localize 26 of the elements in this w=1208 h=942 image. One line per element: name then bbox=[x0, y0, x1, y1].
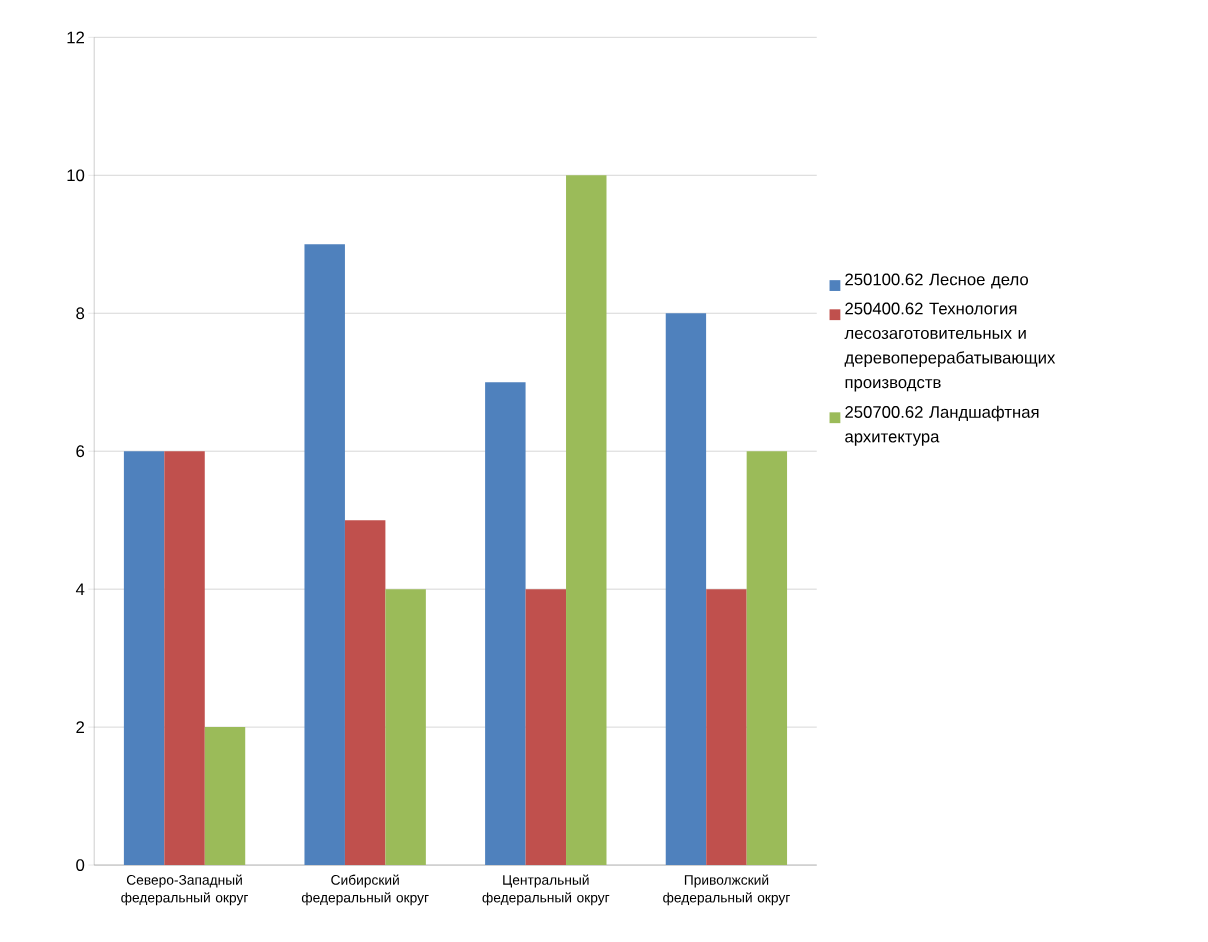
y-tick-label: 2 bbox=[76, 721, 84, 734]
y-tick-label: 8 bbox=[76, 307, 85, 320]
legend-label: 250400.62 Технология лесозаготовительных и деревоперерабатывающих производств bbox=[844, 302, 1056, 392]
bar bbox=[706, 589, 747, 866]
bar bbox=[344, 520, 386, 866]
x-tick-label: Северо-Западный федеральный округ bbox=[121, 874, 248, 906]
legend-label: 250700.62 Ландшафтная архитектура bbox=[845, 405, 1039, 446]
bar bbox=[123, 451, 165, 866]
bar bbox=[164, 451, 205, 866]
bar bbox=[525, 589, 567, 866]
bar bbox=[665, 313, 707, 866]
bar bbox=[304, 244, 345, 866]
bar bbox=[746, 451, 788, 866]
x-tick-label: Центральный федеральный округ bbox=[482, 874, 610, 906]
legend-label: 250100.62 Лесное дело bbox=[845, 273, 1028, 289]
y-tick-label: 12 bbox=[67, 31, 84, 44]
bar bbox=[485, 382, 526, 866]
y-tick-label: 4 bbox=[75, 583, 85, 596]
x-tick-label: Сибирский федеральный округ bbox=[301, 874, 429, 906]
y-tick-label: 10 bbox=[67, 169, 85, 182]
bar bbox=[204, 727, 246, 866]
bar bbox=[566, 175, 607, 866]
y-tick-label: 0 bbox=[76, 859, 85, 872]
y-tick-label: 6 bbox=[76, 445, 85, 458]
bar bbox=[385, 589, 426, 866]
x-tick-label: Приволжский федеральный округ bbox=[663, 874, 790, 906]
